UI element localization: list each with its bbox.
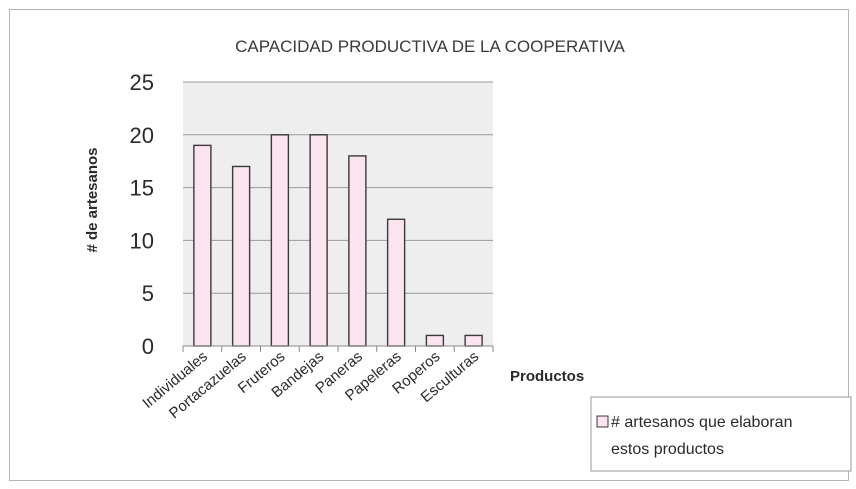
y-tick-label-5: 5 [142,281,154,306]
chart-title: CAPACIDAD PRODUCTIVA DE LA COOPERATIVA [235,37,625,56]
y-tick-label-0: 0 [142,334,154,359]
bar-fruteros [270,134,290,347]
x-axis-label: Productos [510,368,584,385]
plot-area [183,82,493,346]
bar-paneras [348,155,367,347]
bar-roperos [425,334,445,347]
y-tick-labels: 0 5 10 15 20 25 [130,70,154,359]
bar-esculturas [464,334,483,347]
x-tick-marks [182,345,494,352]
y-axis-label: # de artesanos [84,147,101,252]
bars [193,134,483,347]
y-tick-label-20: 20 [130,123,154,148]
bar-portacazuelas [231,165,251,347]
bar-individuales [193,144,212,347]
legend-swatch [596,415,609,428]
y-tick-label-25: 25 [130,70,154,95]
y-tick-label-15: 15 [130,176,154,201]
legend: # artesanos que elaboran estos productos [590,396,852,472]
legend-label-line2: estos productos [611,441,724,458]
legend-label-line1: # artesanos que elaboran [611,414,792,431]
legend-box [590,396,852,472]
bar-bandejas [309,134,328,347]
bar-papeleras [386,218,406,347]
category-labels: IndividualesPortacazuelasFruterosBandeja… [139,348,482,422]
y-tick-label-10: 10 [130,228,154,253]
